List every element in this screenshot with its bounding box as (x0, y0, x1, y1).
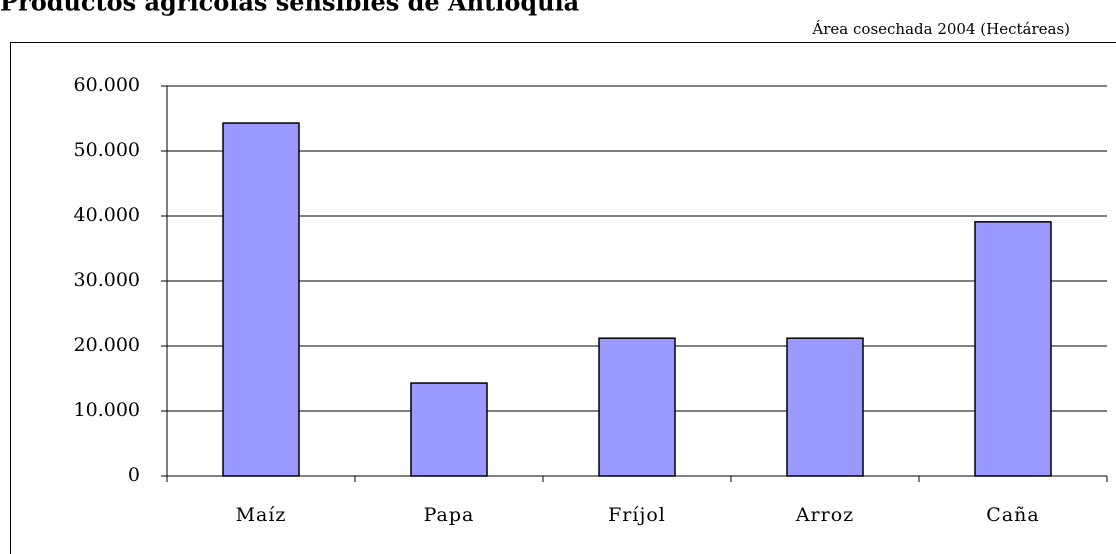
x-tick-label: Papa (424, 504, 475, 526)
y-tick-label: 40.000 (74, 204, 140, 226)
chart-frame (10, 42, 1116, 554)
y-tick-label: 50.000 (74, 139, 140, 161)
y-tick-label: 0 (128, 464, 140, 486)
bar (974, 221, 1052, 477)
chart-subtitle: Área cosechada 2004 (Hectáreas) (811, 20, 1070, 38)
y-tick-label: 20.000 (74, 334, 140, 356)
bar (222, 122, 300, 477)
x-tick-label: Maíz (236, 504, 287, 526)
bar (598, 337, 676, 477)
x-tick-label: Fríjol (608, 504, 666, 526)
x-tick-label: Caña (986, 504, 1039, 526)
bar (786, 337, 864, 477)
y-tick-label: 30.000 (74, 269, 140, 291)
chart-title: Productos agrícolas sensibles de Antioqu… (0, 0, 579, 17)
y-tick-label: 10.000 (74, 399, 140, 421)
y-tick-label: 60.000 (74, 74, 140, 96)
x-tick-label: Arroz (795, 504, 854, 526)
bar (410, 382, 488, 477)
